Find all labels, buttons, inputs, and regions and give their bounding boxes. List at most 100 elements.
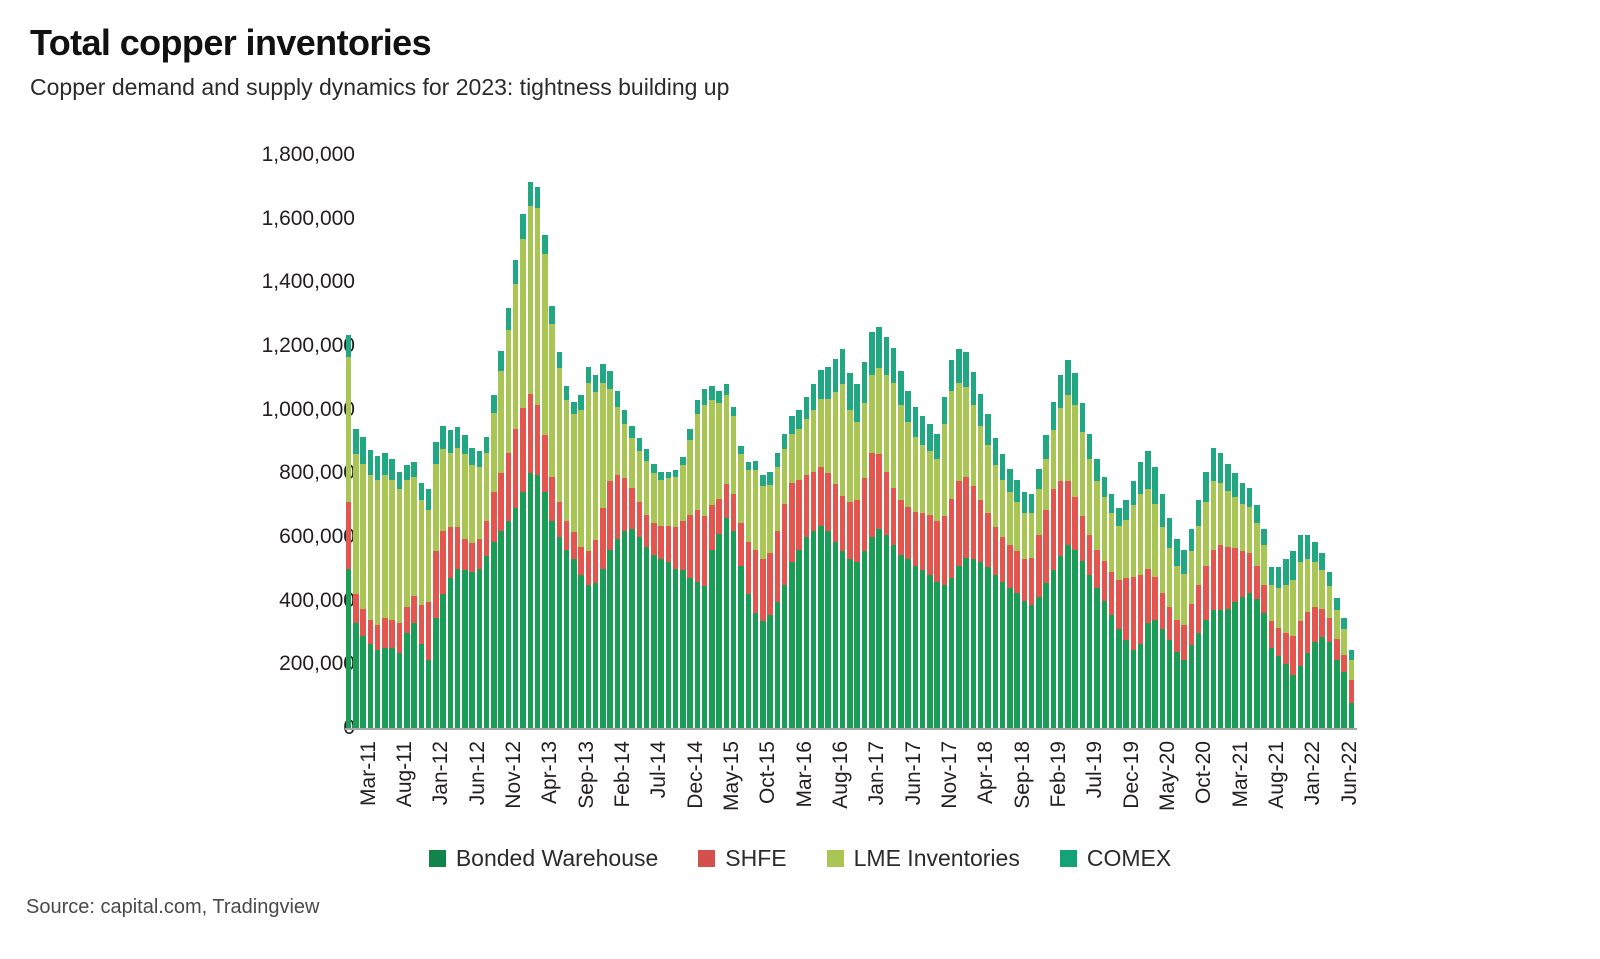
bar-column[interactable]	[454, 155, 461, 728]
bar-column[interactable]	[970, 155, 977, 728]
bar-column[interactable]	[897, 155, 904, 728]
legend-item[interactable]: COMEX	[1059, 845, 1171, 872]
bar-column[interactable]	[1093, 155, 1100, 728]
bar-column[interactable]	[977, 155, 984, 728]
bar-column[interactable]	[992, 155, 999, 728]
bar-column[interactable]	[941, 155, 948, 728]
bar-column[interactable]	[832, 155, 839, 728]
bar-column[interactable]	[1340, 155, 1347, 728]
bar-column[interactable]	[1006, 155, 1013, 728]
bar-column[interactable]	[803, 155, 810, 728]
bar-column[interactable]	[1268, 155, 1275, 728]
bar-column[interactable]	[607, 155, 614, 728]
bar-column[interactable]	[1282, 155, 1289, 728]
bar-column[interactable]	[1064, 155, 1071, 728]
bar-column[interactable]	[708, 155, 715, 728]
bar-column[interactable]	[621, 155, 628, 728]
bar-column[interactable]	[919, 155, 926, 728]
bar-column[interactable]	[1021, 155, 1028, 728]
bar-column[interactable]	[679, 155, 686, 728]
bar-column[interactable]	[1137, 155, 1144, 728]
bar-column[interactable]	[875, 155, 882, 728]
bar-column[interactable]	[883, 155, 890, 728]
bar-column[interactable]	[1202, 155, 1209, 728]
bar-column[interactable]	[1057, 155, 1064, 728]
bar-column[interactable]	[367, 155, 374, 728]
bar-column[interactable]	[716, 155, 723, 728]
bar-column[interactable]	[868, 155, 875, 728]
bar-column[interactable]	[1151, 155, 1158, 728]
bar-column[interactable]	[759, 155, 766, 728]
bar-column[interactable]	[984, 155, 991, 728]
bar-column[interactable]	[490, 155, 497, 728]
bar-column[interactable]	[665, 155, 672, 728]
bar-column[interactable]	[432, 155, 439, 728]
bar-column[interactable]	[628, 155, 635, 728]
bar-column[interactable]	[752, 155, 759, 728]
bar-column[interactable]	[505, 155, 512, 728]
bar-column[interactable]	[934, 155, 941, 728]
bar-column[interactable]	[360, 155, 367, 728]
bar-column[interactable]	[614, 155, 621, 728]
bar-column[interactable]	[781, 155, 788, 728]
bar-column[interactable]	[527, 155, 534, 728]
bar-column[interactable]	[1035, 155, 1042, 728]
bar-column[interactable]	[512, 155, 519, 728]
bar-column[interactable]	[795, 155, 802, 728]
bar-column[interactable]	[1050, 155, 1057, 728]
bar-column[interactable]	[904, 155, 911, 728]
bar-column[interactable]	[657, 155, 664, 728]
bar-column[interactable]	[374, 155, 381, 728]
bar-column[interactable]	[810, 155, 817, 728]
bar-column[interactable]	[999, 155, 1006, 728]
bar-column[interactable]	[1348, 155, 1355, 728]
bar-column[interactable]	[389, 155, 396, 728]
bar-column[interactable]	[839, 155, 846, 728]
bar-column[interactable]	[1260, 155, 1267, 728]
bar-column[interactable]	[1275, 155, 1282, 728]
bar-column[interactable]	[418, 155, 425, 728]
bar-column[interactable]	[447, 155, 454, 728]
bar-column[interactable]	[1159, 155, 1166, 728]
bar-column[interactable]	[955, 155, 962, 728]
bar-column[interactable]	[1319, 155, 1326, 728]
bar-column[interactable]	[825, 155, 832, 728]
bar-column[interactable]	[498, 155, 505, 728]
bar-column[interactable]	[1086, 155, 1093, 728]
bar-column[interactable]	[541, 155, 548, 728]
bar-column[interactable]	[585, 155, 592, 728]
bar-column[interactable]	[926, 155, 933, 728]
bar-column[interactable]	[599, 155, 606, 728]
bar-column[interactable]	[1195, 155, 1202, 728]
bar-column[interactable]	[439, 155, 446, 728]
bar-column[interactable]	[643, 155, 650, 728]
bar-column[interactable]	[650, 155, 657, 728]
bar-column[interactable]	[578, 155, 585, 728]
bar-column[interactable]	[396, 155, 403, 728]
bar-column[interactable]	[854, 155, 861, 728]
bar-column[interactable]	[1166, 155, 1173, 728]
bar-column[interactable]	[890, 155, 897, 728]
bar-column[interactable]	[570, 155, 577, 728]
bar-column[interactable]	[672, 155, 679, 728]
bar-column[interactable]	[701, 155, 708, 728]
bar-column[interactable]	[345, 155, 352, 728]
bar-column[interactable]	[737, 155, 744, 728]
bar-column[interactable]	[774, 155, 781, 728]
bar-column[interactable]	[788, 155, 795, 728]
bar-column[interactable]	[469, 155, 476, 728]
bar-column[interactable]	[1326, 155, 1333, 728]
bar-column[interactable]	[461, 155, 468, 728]
bar-column[interactable]	[1072, 155, 1079, 728]
bar-column[interactable]	[1311, 155, 1318, 728]
bar-column[interactable]	[745, 155, 752, 728]
bar-column[interactable]	[730, 155, 737, 728]
bar-column[interactable]	[912, 155, 919, 728]
bar-column[interactable]	[861, 155, 868, 728]
bar-column[interactable]	[1297, 155, 1304, 728]
bar-column[interactable]	[1173, 155, 1180, 728]
bar-column[interactable]	[352, 155, 359, 728]
bar-column[interactable]	[1253, 155, 1260, 728]
bar-column[interactable]	[1144, 155, 1151, 728]
bar-column[interactable]	[1333, 155, 1340, 728]
